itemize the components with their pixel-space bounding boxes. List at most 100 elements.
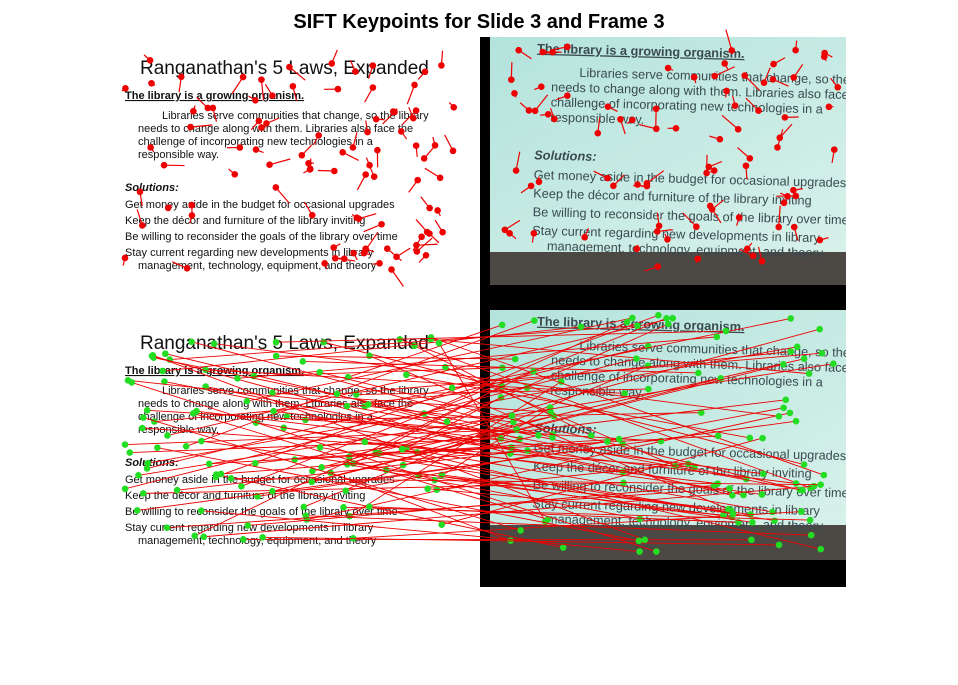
match-point [720,511,727,519]
match-point [143,406,151,414]
keypoint [146,57,154,64]
match-point [775,413,783,420]
match-point [641,536,649,544]
keypoint-orientation [289,66,306,81]
keypoint [734,125,742,133]
keypoint [742,162,750,170]
keypoint [252,146,260,153]
paragraph-line: challenge of incorporating new technolog… [138,136,374,148]
match-line [231,477,821,486]
keypoint [231,171,239,178]
match-point [135,471,142,479]
keypoint [781,114,789,121]
keypoint [790,223,798,231]
keypoint-orientation [260,79,265,101]
match-line [436,463,689,491]
keypoint [330,244,337,251]
solution-line: management, technology, equipment, and t… [138,535,377,547]
match-point [238,482,245,490]
match-point [182,442,190,450]
match-point [270,407,277,415]
match-point [530,317,538,324]
match-point [672,462,679,470]
match-point [144,459,152,467]
match-point [291,456,299,463]
match-point [792,480,800,487]
keypoint-orientation [534,94,549,112]
keypoint [352,68,359,75]
keypoint [792,46,799,54]
keypoint-orientation [335,257,356,262]
match-line [353,511,802,539]
match-line [438,342,546,522]
keypoint [825,103,833,111]
keypoint [413,248,421,255]
keypoint [604,103,612,110]
screen-frame [490,525,846,560]
match-point [645,385,652,393]
slide-subheading: The library is a growing organism. [125,90,304,102]
match-line [129,438,501,454]
keypoint [655,222,663,230]
match-line [214,343,779,417]
match-line [347,463,640,520]
match-line [369,506,739,523]
match-point [535,431,542,439]
keypoint [353,214,361,222]
match-point [748,536,755,544]
match-point [138,424,146,432]
match-point [577,323,585,331]
paragraph-line: responsible way. [138,149,219,161]
keypoint [298,151,306,159]
keypoint [389,108,397,115]
match-point [516,435,524,443]
match-line [201,440,753,523]
keypoint [148,79,155,87]
match-line [138,363,834,476]
match-point [343,402,351,410]
match-point [448,384,456,392]
match-line [247,484,715,526]
keypoint [258,76,265,83]
match-point [239,536,247,543]
match-point [787,348,795,355]
match-point [140,414,147,421]
match-line [441,437,763,526]
match-point [810,482,818,490]
match-point [217,470,225,478]
keypoint [272,184,280,191]
match-line [124,358,637,490]
match-point [251,460,259,467]
match-line [445,366,676,467]
keypoint [617,115,624,123]
match-point [816,325,823,333]
match-point [633,355,640,362]
match-point [442,363,449,371]
keypoint [364,128,371,136]
keypoint [711,72,718,80]
keypoint [370,173,378,181]
match-line [346,405,803,491]
keypoint [383,245,391,252]
match-point [726,485,733,492]
keypoint [749,252,757,260]
keypoint [434,207,441,214]
match-point [283,412,291,420]
match-point [300,503,308,511]
match-point [604,438,611,445]
keypoint [412,107,420,114]
keypoint [792,192,800,200]
keypoint [418,233,425,241]
frame-top: The library is a growing organism.Librar… [490,37,846,285]
keypoint [731,102,739,109]
keypoint [305,160,312,167]
match-point [530,368,537,375]
match-point [799,486,806,494]
keypoint [693,223,700,231]
match-point [634,322,641,330]
match-point [193,407,200,415]
match-line [262,536,780,546]
keypoint [209,104,217,112]
keypoint [339,148,346,156]
solution-line: Keep the décor and furniture of the libr… [533,186,812,208]
